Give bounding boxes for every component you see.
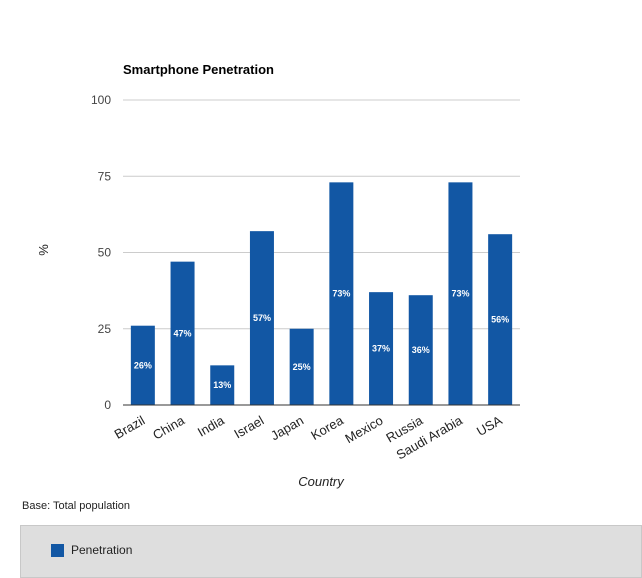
data-label: 47%	[174, 328, 192, 338]
data-labels: 26% 47% 13% 57% 25% 73% 37% 36% 73% 56%	[134, 289, 509, 391]
legend-swatch	[51, 543, 64, 557]
x-axis-title: Country	[298, 474, 345, 489]
data-label: 13%	[213, 380, 231, 390]
y-tick-label: 0	[104, 398, 111, 412]
y-axis-ticks: 0 25 50 75 100	[91, 93, 111, 412]
data-label: 73%	[332, 289, 350, 299]
data-label: 57%	[253, 313, 271, 323]
bars	[130, 182, 513, 405]
bar-usa[interactable]	[488, 234, 513, 405]
bar-chart: Smartphone Penetration 0 25 50 75 100 26% 47%…	[36, 62, 520, 489]
x-axis-ticks: Brazil China India Israel Japan KoreaMexicoRu…	[112, 412, 505, 462]
x-tick-label: Japan	[268, 413, 306, 444]
x-tick-label: Brazil	[112, 413, 148, 442]
x-tick-label: India	[195, 412, 228, 439]
x-tick-label: China	[150, 412, 188, 442]
legend-item-penetration[interactable]: Penetration	[51, 543, 132, 557]
legend-label: Penetration	[71, 543, 133, 557]
y-tick-label: 100	[91, 93, 111, 107]
x-tick-label: Korea	[308, 412, 346, 443]
base-footnote: Base: Total population	[22, 500, 131, 512]
x-tick-label: Mexico	[342, 413, 385, 447]
data-label: 25%	[293, 362, 311, 372]
legend: Penetration	[20, 525, 642, 578]
x-tick-label: Israel	[231, 413, 266, 442]
bar-israel[interactable]	[249, 231, 274, 405]
y-tick-label: 75	[98, 169, 112, 183]
x-tick-label: USA	[474, 412, 505, 439]
bar-russia[interactable]	[408, 295, 433, 405]
data-label: 26%	[134, 360, 152, 370]
data-label: 73%	[451, 289, 469, 299]
y-tick-label: 50	[98, 246, 112, 260]
data-label: 56%	[491, 315, 509, 325]
y-axis-title: %	[36, 244, 51, 256]
chart-title: Smartphone Penetration	[123, 62, 274, 77]
bar-india[interactable]	[210, 365, 235, 405]
bar-brazil[interactable]	[130, 325, 155, 405]
data-label: 36%	[412, 345, 430, 355]
data-label: 37%	[372, 344, 390, 354]
bar-china[interactable]	[170, 261, 195, 405]
bar-korea[interactable]	[329, 182, 354, 405]
bar-japan[interactable]	[289, 328, 314, 405]
bar-mexico[interactable]	[369, 292, 394, 405]
y-tick-label: 25	[98, 322, 112, 336]
bar-saudi-arabia[interactable]	[448, 182, 473, 405]
